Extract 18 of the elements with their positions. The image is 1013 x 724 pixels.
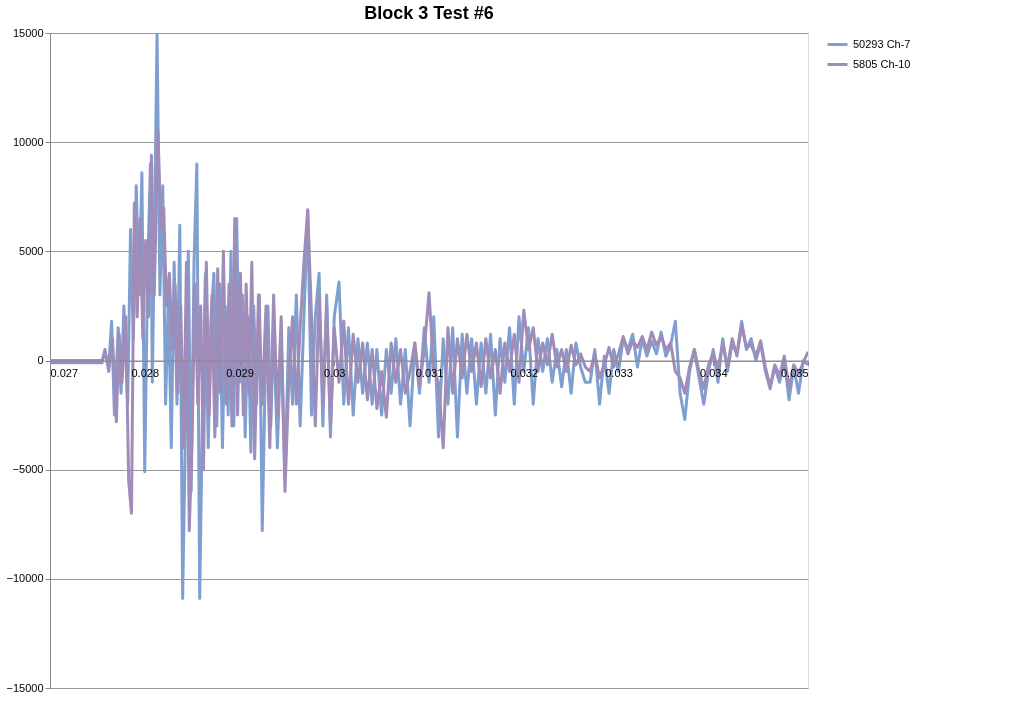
y-tick-label: −15000 bbox=[6, 681, 44, 694]
y-tick-label: −5000 bbox=[12, 463, 44, 476]
x-tick-label: 0.027 bbox=[50, 367, 79, 379]
x-tick-label: 0.035 bbox=[780, 367, 809, 379]
y-tick-label: 5000 bbox=[19, 244, 44, 257]
x-tick-label: 0.034 bbox=[699, 367, 728, 379]
y-tick-label: −10000 bbox=[6, 572, 44, 585]
x-tick-label: 0.032 bbox=[510, 367, 539, 379]
y-tick-label: 0 bbox=[37, 354, 44, 366]
legend-label: 5805 Ch-10 bbox=[853, 57, 911, 70]
legend-label: 50293 Ch-7 bbox=[853, 37, 911, 50]
y-tick-label: 15000 bbox=[12, 26, 44, 39]
x-tick-label: 0.028 bbox=[131, 367, 160, 379]
x-tick-label: 0.033 bbox=[605, 367, 633, 379]
x-tick-label: 0.029 bbox=[226, 367, 254, 379]
y-tick-label: 10000 bbox=[12, 135, 44, 148]
chart-title: Block 3 Test #6 bbox=[364, 3, 494, 23]
x-tick-label: 0.031 bbox=[415, 367, 444, 379]
